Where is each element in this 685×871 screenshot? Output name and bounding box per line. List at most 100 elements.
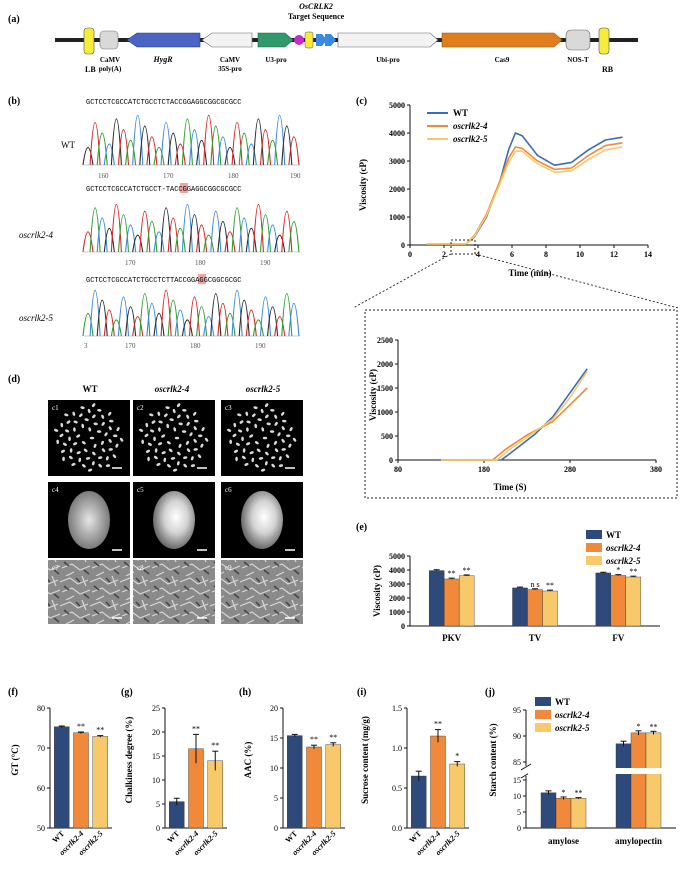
grain	[151, 420, 156, 424]
grain	[238, 429, 243, 433]
bar-oscrlk2-4-FV	[610, 575, 627, 627]
y-tick-label: 2000	[389, 594, 405, 603]
seq-tick: 3	[84, 342, 88, 350]
significance-label: **	[448, 569, 456, 578]
chromatogram-peak	[146, 302, 158, 337]
grain	[285, 454, 290, 459]
bar-oscrlk2-5	[207, 760, 223, 829]
bar-oscrlk2-4	[306, 746, 322, 829]
y-tick-label: 10	[270, 764, 278, 773]
grain	[139, 428, 144, 432]
camv35s-label-1: CaMV	[220, 56, 240, 64]
image-tag: c6	[225, 486, 232, 494]
chromatogram-peak	[252, 203, 264, 253]
significance-label: *	[637, 722, 641, 731]
grain	[265, 414, 269, 419]
image-col-header-2-4: oscrlk2-4	[155, 384, 190, 394]
chromatogram-peak	[288, 220, 300, 253]
axis-ylabel: GT (°C)	[10, 744, 20, 775]
grain	[112, 454, 117, 459]
panel-label-c: (c)	[356, 96, 367, 107]
y-tick-label: 1.0	[392, 744, 402, 753]
grain	[92, 451, 96, 456]
chromatogram-peak	[203, 316, 215, 337]
grain	[81, 441, 86, 445]
grain	[104, 432, 108, 437]
grain	[101, 414, 105, 419]
y-tick-label: 5	[274, 794, 278, 803]
legend-swatch	[535, 697, 551, 706]
significance-label: *	[455, 752, 459, 761]
viscosity-bar-chart: Viscosity (cP) WT oscrlk2-4 oscrlk2-5 0 1…	[372, 530, 660, 643]
chromatogram-peak	[245, 309, 257, 337]
chromatogram-peak	[181, 319, 193, 337]
chromatogram-peak	[117, 129, 130, 166]
grain	[158, 427, 161, 432]
y-tick-label: 95	[513, 706, 521, 715]
category-label: WT	[165, 829, 181, 845]
single-grain	[68, 491, 110, 549]
axis-ylabel: Viscosity (cP)	[358, 159, 368, 211]
camv35s-arrow	[201, 32, 253, 48]
grain	[101, 448, 106, 453]
grain	[119, 437, 124, 442]
x-tick-label: 280	[564, 465, 576, 474]
chromatogram-peak	[160, 289, 172, 337]
grain	[173, 427, 177, 432]
grain	[145, 449, 150, 453]
x-tick-label: 10	[576, 250, 584, 259]
grain	[197, 454, 202, 459]
significance-label: n s	[530, 580, 539, 589]
seq-tick: 180	[190, 342, 201, 350]
chromatogram-peak	[238, 217, 250, 253]
target-sequence-marker	[294, 35, 304, 45]
grain	[76, 451, 81, 455]
chromatogram-peak	[132, 234, 144, 253]
grain	[281, 438, 285, 443]
significance-label: **	[77, 722, 85, 731]
chromatogram-peak	[96, 217, 108, 253]
grain	[266, 443, 270, 448]
chromatogram-peak	[132, 114, 144, 166]
grain	[233, 449, 238, 453]
seq-tick: 170	[163, 172, 174, 180]
mutation-box-2-5	[198, 274, 206, 284]
grain	[292, 437, 297, 442]
lb-border	[83, 27, 95, 55]
grain	[73, 420, 78, 424]
y-tick-label: 10	[152, 776, 160, 785]
grain	[66, 420, 71, 424]
grain	[109, 419, 114, 423]
significance-label: **	[575, 789, 583, 798]
significance-label: **	[434, 720, 442, 729]
image-col-header-2-5: oscrlk2-5	[246, 384, 281, 394]
camv35s-label-2: 35S-pro	[218, 65, 242, 73]
x-tick-label: 4	[476, 250, 480, 259]
significance-label: **	[650, 722, 658, 731]
chromatogram-peak	[203, 234, 215, 253]
grain	[289, 427, 293, 432]
x-tick-label: 6	[510, 250, 514, 259]
micrograph-c9	[221, 560, 303, 624]
grain	[233, 422, 237, 428]
seq-tick: 190	[260, 259, 271, 267]
chromatogram-peak	[96, 299, 108, 337]
category-label: WT	[50, 829, 66, 845]
grain	[82, 464, 86, 468]
y-tick-label: 5	[517, 808, 521, 817]
grain	[116, 427, 120, 432]
y-tick-label: 50	[37, 824, 45, 833]
grain	[161, 451, 166, 455]
grain	[165, 406, 170, 410]
chromatogram-peak	[132, 316, 144, 337]
grain	[73, 427, 76, 432]
chromatogram-peak	[174, 228, 186, 253]
grain	[81, 423, 85, 429]
grain	[261, 427, 265, 432]
bar-WT-amylose	[540, 792, 557, 829]
image-col-header-wt: WT	[82, 384, 97, 394]
grain	[190, 456, 194, 461]
y-tick-label: 0	[401, 241, 405, 250]
